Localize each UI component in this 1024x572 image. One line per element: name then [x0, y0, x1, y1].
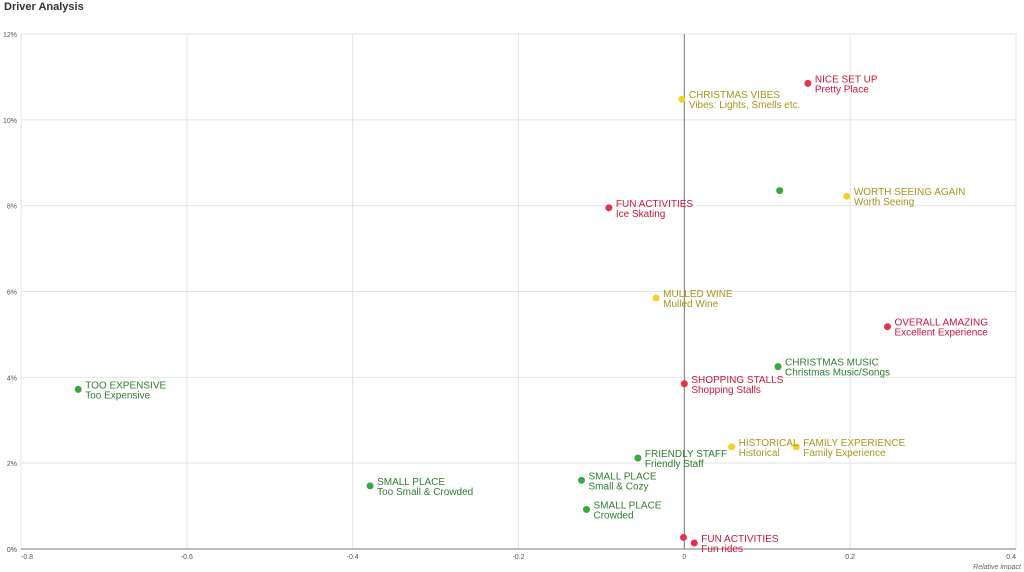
point-label-detail: Shopping Stalls — [691, 385, 761, 396]
point-label-detail: Family Experience — [803, 448, 886, 459]
y-tick-label: 4% — [7, 375, 17, 382]
data-point — [680, 533, 688, 541]
data-point — [605, 204, 613, 212]
point-label-category: FRIENDLY STAFF — [645, 449, 727, 460]
point-label-category: CHRISTMAS VIBES — [689, 90, 780, 101]
point-label-category: TOO EXPENSIVE — [85, 380, 166, 391]
data-point — [774, 363, 782, 371]
y-tick-label: 12% — [3, 32, 17, 39]
point-label-category: WORTH SEEING AGAIN — [854, 187, 966, 198]
point-label-category: FUN ACTIVITIES — [701, 534, 779, 545]
point-label-detail: Friendly Staff — [645, 459, 704, 470]
point-label-category: SHOPPING STALLS — [691, 375, 783, 386]
data-point — [883, 323, 891, 331]
x-tick-label: -0.6 — [181, 554, 193, 561]
point-label-detail: Mulled Wine — [663, 299, 718, 310]
point-label-category: FUN ACTIVITIES — [616, 199, 694, 210]
data-point — [74, 385, 82, 393]
data-point — [690, 539, 698, 547]
point-label-detail: Ice Skating — [616, 209, 665, 220]
y-tick-label: 0% — [7, 547, 17, 554]
point-label-category: NICE SET UP — [815, 74, 878, 85]
y-tick-label: 8% — [7, 204, 17, 211]
point-label-detail: Too Small & Crowded — [377, 487, 473, 498]
data-point — [776, 187, 784, 195]
x-tick-label: -0.2 — [512, 554, 524, 561]
point-label-category: MULLED WINE — [663, 289, 733, 300]
data-point — [634, 454, 642, 462]
data-point — [578, 476, 586, 484]
data-point — [804, 79, 812, 87]
x-tick-label: 0.4 — [1006, 554, 1016, 561]
x-tick-label: -0.4 — [347, 554, 359, 561]
point-label-detail: Too Expensive — [85, 390, 150, 401]
point-label-category: CHRISTMAS MUSIC — [785, 358, 879, 369]
data-point — [582, 506, 590, 514]
data-point — [366, 482, 374, 490]
point-label-detail: Fun rides — [701, 544, 743, 555]
data-point — [792, 443, 800, 451]
x-tick-label: 0 — [682, 554, 686, 561]
point-label-category: SMALL PLACE — [589, 471, 657, 482]
grid-lines — [20, 33, 1017, 550]
data-point — [728, 443, 736, 451]
point-label-detail: Historical — [739, 448, 780, 459]
point-label-category: HISTORICAL — [739, 438, 799, 449]
point-label-category: SMALL PLACE — [377, 477, 445, 488]
point-label-category: SMALL PLACE — [593, 501, 661, 512]
data-point — [652, 294, 660, 302]
point-label-detail: Crowded — [593, 511, 633, 522]
y-tick-label: 2% — [7, 461, 17, 468]
point-label-category: FAMILY EXPERIENCE — [803, 438, 905, 449]
x-axis-label: Relative impact — [973, 564, 1022, 571]
point-label-detail: Small & Cozy — [589, 481, 649, 492]
point-label-category: OVERALL AMAZING — [894, 318, 988, 329]
data-point — [843, 192, 851, 200]
data-point — [680, 380, 688, 388]
y-tick-label: 6% — [7, 290, 17, 297]
point-label-detail: Christmas Music/Songs — [785, 368, 890, 379]
point-label-detail: Worth Seeing — [854, 197, 914, 208]
data-point — [678, 95, 686, 103]
x-tick-label: 0.2 — [845, 554, 855, 561]
axes — [21, 34, 1016, 550]
tick-labels: -0.8 -0.6 -0.4 -0.2 0 0.2 0.4 0% 2% 4% 6% 8% 10% 12% — [3, 32, 1016, 561]
data-points — [74, 79, 891, 547]
y-tick-label: 10% — [3, 118, 17, 125]
point-label-detail: Pretty Place — [815, 84, 869, 95]
point-label-detail: Vibes: Lights, Smells etc. — [689, 100, 801, 111]
chart-title: Driver Analysis — [4, 1, 84, 13]
x-tick-label: -0.8 — [21, 554, 33, 561]
point-label-detail: Excellent Experience — [894, 328, 988, 339]
